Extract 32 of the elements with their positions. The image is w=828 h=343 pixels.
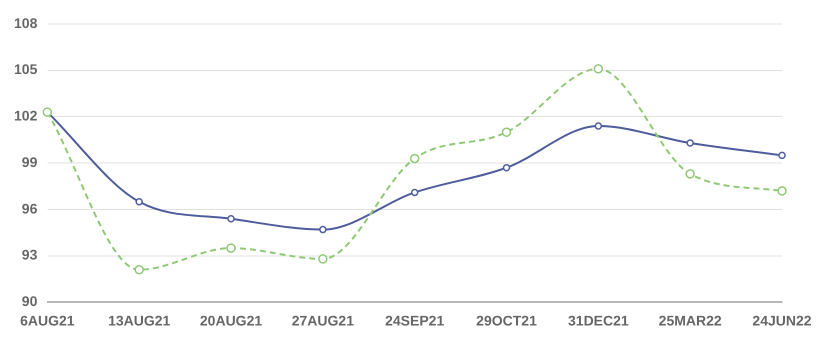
y-tick-label: 102	[14, 108, 38, 124]
point	[318, 254, 328, 264]
point	[410, 188, 418, 196]
y-tick-label: 99	[22, 154, 38, 170]
y-tick-label: 108	[14, 14, 38, 31]
point	[410, 154, 420, 164]
x-tick-label: 31DEC21	[568, 312, 629, 328]
x-tick-label: 29OCT21	[476, 312, 538, 328]
point	[594, 64, 604, 74]
point	[319, 226, 327, 234]
y-tick-label: 105	[14, 61, 38, 78]
point	[135, 198, 143, 206]
point	[777, 186, 787, 196]
point	[686, 139, 694, 147]
y-tick-label: 90	[22, 293, 38, 310]
point	[685, 169, 695, 179]
point	[502, 164, 510, 172]
point	[227, 214, 235, 222]
point	[134, 264, 144, 274]
x-tick-label: 20AUG21	[200, 312, 262, 328]
x-tick-label: 27AUG21	[292, 312, 354, 328]
point	[594, 122, 602, 130]
x-tick-label: 6AUG21	[20, 312, 75, 328]
y-tick-label: 93	[22, 246, 38, 263]
x-tick-label: 13AUG21	[108, 312, 171, 328]
point	[502, 127, 512, 137]
y-tick-label: 96	[22, 200, 38, 216]
x-tick-label: 25MAR22	[658, 312, 722, 328]
x-tick-label: 24JUN22	[752, 312, 812, 328]
point	[778, 152, 786, 160]
x-tick-label: 24SEP21	[385, 312, 444, 328]
point	[226, 243, 236, 253]
